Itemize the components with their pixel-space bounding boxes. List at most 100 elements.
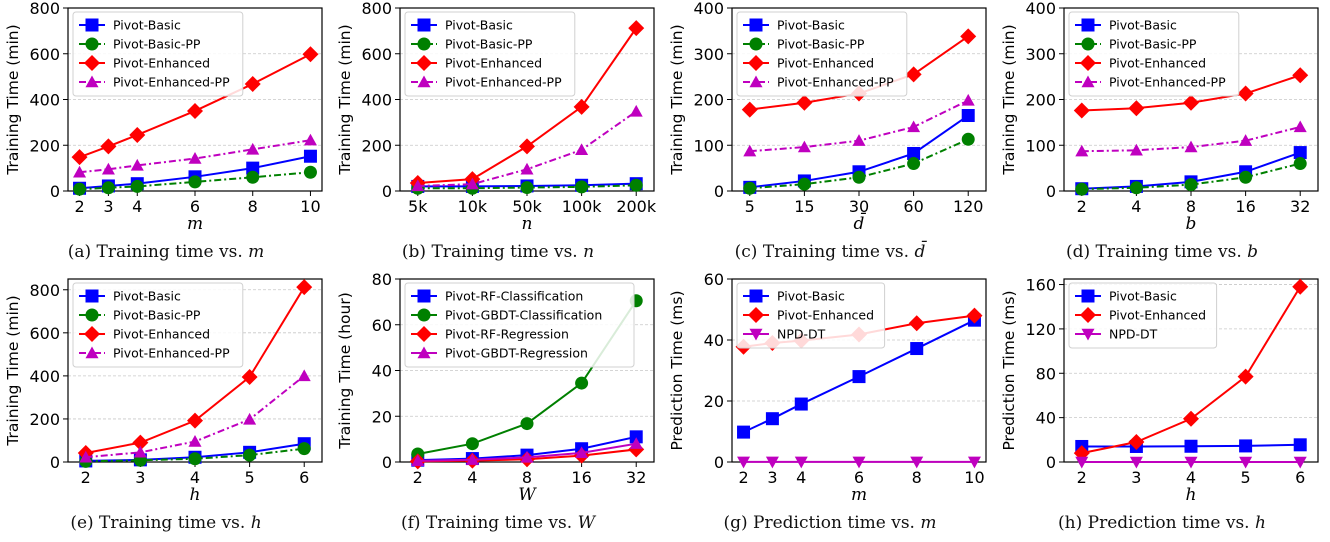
y-tick-label: 20: [704, 392, 724, 411]
y-tick-label: 40: [704, 331, 724, 350]
legend-marker: [749, 328, 763, 341]
x-tick-label: 16: [571, 468, 591, 487]
x-tick-label: 6: [299, 468, 309, 487]
y-tick-label: 300: [693, 45, 724, 64]
y-tick-label: 200: [29, 136, 60, 155]
data-point: [1184, 140, 1198, 153]
y-tick-label: 100: [1025, 136, 1056, 155]
data-point: [629, 104, 643, 117]
legend-marker: [417, 289, 431, 303]
data-point: [629, 437, 643, 449]
legend-marker: [84, 326, 100, 342]
data-point: [130, 179, 144, 193]
caption-text: (a) Training time vs.: [67, 242, 249, 262]
caption-variable: b: [1247, 242, 1259, 262]
data-point: [241, 368, 258, 385]
x-tick-label: 200k: [616, 197, 657, 216]
data-point: [1239, 134, 1253, 146]
data-point: [1293, 438, 1307, 452]
y-tick-label: 800: [361, 0, 392, 18]
series-Pivot-Enhanced-PP: [743, 93, 975, 157]
x-axis-label: W: [518, 485, 537, 505]
legend-marker: [416, 326, 432, 342]
x-tick-label: 5k: [408, 197, 428, 216]
legend-label: Pivot-Enhanced: [113, 327, 210, 342]
legend-label: Pivot-Basic: [113, 289, 181, 304]
data-point: [520, 181, 534, 195]
data-point: [910, 456, 924, 469]
data-point: [101, 162, 115, 175]
legend-label: Pivot-Enhanced-PP: [777, 75, 894, 90]
y-tick-label: 200: [1025, 91, 1056, 110]
legend-marker: [749, 75, 763, 88]
data-point: [465, 177, 479, 190]
x-tick-label: 3: [1131, 468, 1141, 487]
y-axis-label: Training Time (min): [336, 24, 354, 175]
legend-label: Pivot-Basic-PP: [113, 37, 201, 52]
chart-svg-g: 0 20 40 60 2 3 4 6 8 10 Prediction Time (ms) m Pivot…: [668, 271, 987, 505]
x-tick-label: 3: [767, 468, 777, 487]
chart-panel-g: 0 20 40 60 2 3 4 6 8 10 Prediction Time (ms) m Pivot…: [664, 271, 996, 542]
x-tick-label: 30: [849, 197, 869, 216]
legend-label: Pivot-Enhanced: [113, 56, 210, 71]
data-point: [852, 370, 866, 384]
y-tick-label: 80: [372, 271, 392, 289]
x-axis-label: m: [187, 214, 203, 234]
legend-label: Pivot-Basic: [1109, 289, 1177, 304]
y-tick-label: 600: [29, 324, 60, 343]
series-line: [79, 139, 311, 174]
series-Pivot-Basic-PP: [1075, 157, 1307, 196]
data-point: [243, 448, 257, 462]
data-point: [1128, 434, 1145, 451]
x-tick-label: 4: [190, 468, 200, 487]
chart-caption: (c) Training time vs. d̄: [664, 242, 996, 262]
legend-label: Pivot-Enhanced-PP: [445, 75, 562, 90]
x-tick-label: 2: [738, 468, 748, 487]
x-tick-label: 50k: [512, 197, 542, 216]
caption-text: (h) Prediction time vs.: [1058, 513, 1255, 533]
data-point: [743, 144, 757, 157]
caption-variable: m: [248, 242, 265, 262]
chart-svg-f: 0 20 40 60 80 2 4 8 16 32 Training Time (hour) W Piv…: [336, 271, 655, 505]
y-tick-label: 0: [382, 182, 392, 201]
y-tick-label: 200: [693, 91, 724, 110]
x-tick-label: 15: [794, 197, 814, 216]
data-point: [188, 452, 202, 466]
chart-caption: (h) Prediction time vs. h: [996, 513, 1328, 533]
x-tick-label: 3: [103, 197, 113, 216]
y-tick-label: 20: [372, 407, 392, 426]
legend: Pivot-Basic Pivot-Enhanced NPD-DT: [1068, 282, 1218, 349]
legend-marker: [85, 289, 99, 303]
data-point: [129, 126, 146, 143]
legend-label: NPD-DT: [1109, 327, 1158, 342]
data-point: [1129, 143, 1143, 156]
data-point: [246, 161, 260, 175]
data-point: [743, 181, 757, 195]
data-point: [907, 146, 921, 160]
data-point: [188, 435, 202, 447]
x-axis-label: m: [851, 485, 867, 505]
y-tick-label: 0: [714, 182, 724, 201]
data-point: [1184, 439, 1198, 453]
legend-label: Pivot-Enhanced-PP: [113, 346, 230, 361]
legend-marker: [85, 37, 99, 51]
y-tick-label: 400: [1025, 0, 1056, 18]
x-tick-label: 16: [1235, 197, 1255, 216]
data-point: [303, 165, 317, 179]
legend-marker: [85, 308, 99, 322]
y-tick-label: 120: [1025, 320, 1056, 339]
chart-caption: (f) Training time vs. W: [332, 513, 664, 533]
data-point: [520, 450, 534, 463]
data-point: [133, 445, 147, 458]
y-tick-label: 0: [50, 182, 60, 201]
y-tick-label: 800: [29, 281, 60, 300]
chart-panel-f: 0 20 40 60 80 2 4 8 16 32 Training Time (hour) W Piv…: [332, 271, 664, 542]
series-Pivot-Enhanced-PP: [79, 369, 311, 463]
caption-text: (c) Training time vs.: [734, 242, 915, 262]
legend-label: Pivot-Basic: [113, 18, 181, 33]
data-point: [1293, 456, 1307, 469]
data-point: [1073, 102, 1090, 119]
legend-label: Pivot-Basic: [777, 18, 845, 33]
x-tick-label: 2: [1077, 468, 1087, 487]
x-axis-label: h: [1186, 485, 1197, 505]
